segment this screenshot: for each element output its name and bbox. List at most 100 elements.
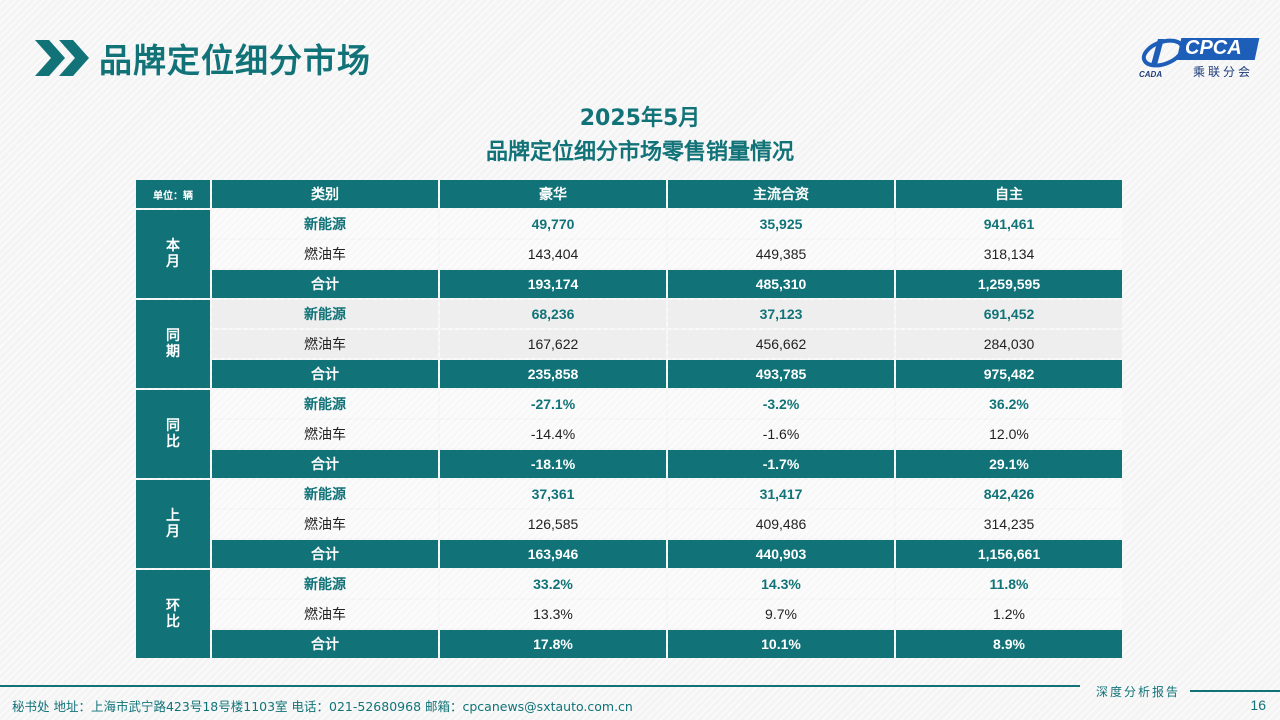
row-type: 燃油车	[212, 510, 438, 538]
cell: 11.8%	[896, 570, 1122, 598]
cell: -3.2%	[668, 390, 894, 418]
cell: 14.3%	[668, 570, 894, 598]
page-title: 品牌定位细分市场	[99, 41, 371, 80]
footer-divider	[0, 685, 1080, 687]
row-type: 合计	[212, 540, 438, 568]
table-row-total: 合计 193,174 485,310 1,259,595	[136, 270, 1122, 298]
cell: 126,585	[440, 510, 666, 538]
table-row: 燃油车 126,585 409,486 314,235	[136, 510, 1122, 538]
group-label: 本月	[136, 210, 210, 298]
cell: 318,134	[896, 240, 1122, 268]
table-row-total: 合计 -18.1% -1.7% 29.1%	[136, 450, 1122, 478]
cell: 842,426	[896, 480, 1122, 508]
col-header-luxury: 豪华	[440, 180, 666, 208]
unit-label: 单位：辆	[136, 180, 210, 208]
cell: -14.4%	[440, 420, 666, 448]
page-number: 16	[1250, 697, 1266, 713]
table-header-row: 单位：辆 类别 豪华 主流合资 自主	[136, 180, 1122, 208]
row-type: 合计	[212, 360, 438, 388]
row-type: 合计	[212, 270, 438, 298]
cell: 12.0%	[896, 420, 1122, 448]
cell: 33.2%	[440, 570, 666, 598]
table-row: 同期 新能源 68,236 37,123 691,452	[136, 300, 1122, 388]
table-row-total: 合计 163,946 440,903 1,156,661	[136, 540, 1122, 568]
row-type: 合计	[212, 630, 438, 658]
cell: 36.2%	[896, 390, 1122, 418]
cell: 143,404	[440, 240, 666, 268]
table-row: 上月 新能源 37,361 31,417 842,426	[136, 480, 1122, 568]
group-mom: 环比 新能源 33.2% 14.3% 11.8% 燃油车 13.3% 9.7% …	[136, 570, 1122, 658]
cell: 13.3%	[440, 600, 666, 628]
group-last-month: 上月 新能源 37,361 31,417 842,426 燃油车 126,585…	[136, 480, 1122, 568]
row-type: 燃油车	[212, 600, 438, 628]
cell: 449,385	[668, 240, 894, 268]
group-yoy: 同比 新能源 -27.1% -3.2% 36.2% 燃油车 -14.4% -1.…	[136, 390, 1122, 478]
cell: 284,030	[896, 330, 1122, 358]
cell: 17.8%	[440, 630, 666, 658]
cell: -18.1%	[440, 450, 666, 478]
cell: -1.7%	[668, 450, 894, 478]
svg-text:CADA: CADA	[1139, 70, 1162, 79]
row-type: 燃油车	[212, 420, 438, 448]
row-type: 新能源	[212, 480, 438, 508]
footer-divider-right	[1190, 690, 1280, 692]
cell: 163,946	[440, 540, 666, 568]
table-row: 燃油车 167,622 456,662 284,030	[136, 330, 1122, 358]
group-label: 上月	[136, 480, 210, 568]
row-type: 新能源	[212, 300, 438, 328]
contact-info: 秘书处 地址：上海市武宁路423号18号楼1103室 电话：021-526809…	[12, 699, 633, 714]
cell: 975,482	[896, 360, 1122, 388]
table-row: 环比 新能源 33.2% 14.3% 11.8%	[136, 570, 1122, 658]
cell: 49,770	[440, 210, 666, 238]
sales-table: 单位：辆 类别 豪华 主流合资 自主 本月 新能源 49,770 35,925 …	[134, 178, 1124, 660]
cell: -1.6%	[668, 420, 894, 448]
report-type-tag: 深度分析报告	[1096, 685, 1181, 699]
cell: 10.1%	[668, 630, 894, 658]
row-type: 新能源	[212, 570, 438, 598]
cell: 31,417	[668, 480, 894, 508]
report-subtitle: 品牌定位细分市场零售销量情况	[485, 140, 794, 165]
cell: 8.9%	[896, 630, 1122, 658]
col-header-mainstream-jv: 主流合资	[668, 180, 894, 208]
logo-subtext: 乘联分会	[1193, 65, 1254, 79]
cell: 68,236	[440, 300, 666, 328]
cell: 9.7%	[668, 600, 894, 628]
report-date: 2025年5月	[579, 106, 701, 131]
row-type: 合计	[212, 450, 438, 478]
table-row: 燃油车 143,404 449,385 318,134	[136, 240, 1122, 268]
page-header: 品牌定位细分市场	[35, 36, 371, 80]
cell: 235,858	[440, 360, 666, 388]
cell: 485,310	[668, 270, 894, 298]
cell: 37,361	[440, 480, 666, 508]
cell: -27.1%	[440, 390, 666, 418]
row-type: 燃油车	[212, 240, 438, 268]
cell: 456,662	[668, 330, 894, 358]
cell: 1,156,661	[896, 540, 1122, 568]
cell: 941,461	[896, 210, 1122, 238]
cell: 193,174	[440, 270, 666, 298]
cell: 37,123	[668, 300, 894, 328]
group-current-month: 本月 新能源 49,770 35,925 941,461 燃油车 143,404…	[136, 210, 1122, 298]
cell: 35,925	[668, 210, 894, 238]
group-same-period-last-year: 同期 新能源 68,236 37,123 691,452 燃油车 167,622…	[136, 300, 1122, 388]
table-row: 本月 新能源 49,770 35,925 941,461	[136, 210, 1122, 298]
double-chevron-icon	[35, 38, 95, 78]
cell: 1.2%	[896, 600, 1122, 628]
group-label: 同期	[136, 300, 210, 388]
table-row: 同比 新能源 -27.1% -3.2% 36.2%	[136, 390, 1122, 478]
cell: 691,452	[896, 300, 1122, 328]
cell: 314,235	[896, 510, 1122, 538]
table-row-total: 合计 235,858 493,785 975,482	[136, 360, 1122, 388]
cell: 440,903	[668, 540, 894, 568]
table-row-total: 合计 17.8% 10.1% 8.9%	[136, 630, 1122, 658]
cell: 29.1%	[896, 450, 1122, 478]
cell: 1,259,595	[896, 270, 1122, 298]
cell: 167,622	[440, 330, 666, 358]
row-type: 新能源	[212, 390, 438, 418]
logo-text: CPCA	[1185, 37, 1242, 59]
cpca-logo: CADA CPCA 乘联分会	[1137, 35, 1260, 80]
group-label: 同比	[136, 390, 210, 478]
col-header-category: 类别	[212, 180, 438, 208]
row-type: 燃油车	[212, 330, 438, 358]
cell: 409,486	[668, 510, 894, 538]
